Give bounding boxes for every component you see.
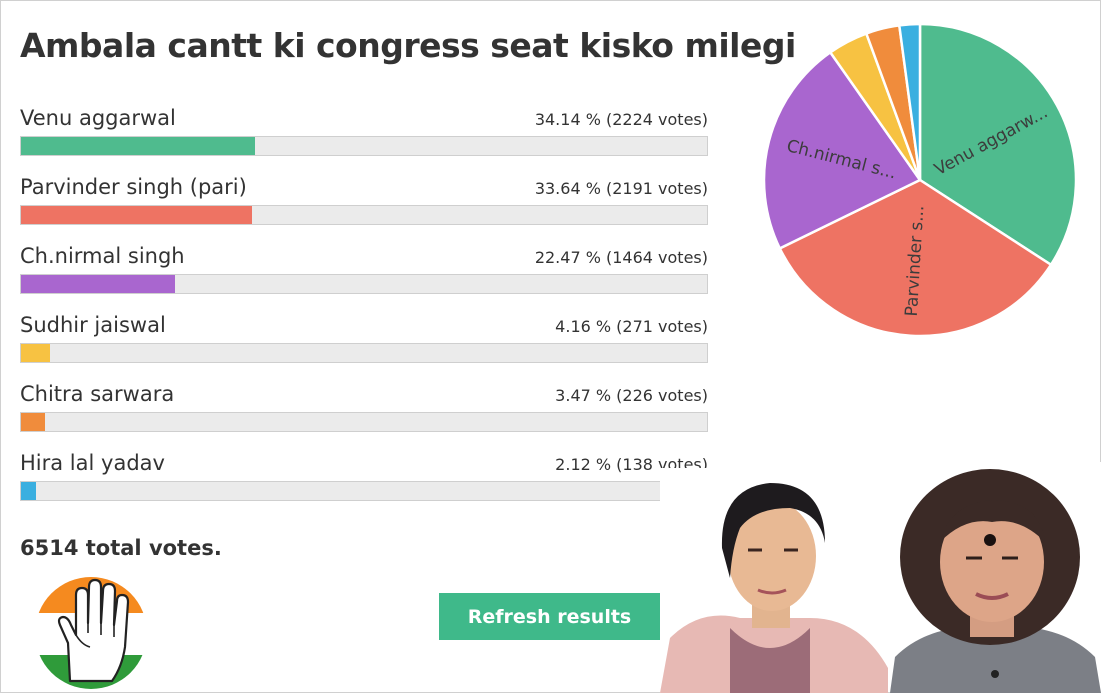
poll-option-row: Chitra sarwara 3.47 % (226 votes) [20,382,708,434]
option-bar-track [20,343,708,363]
option-label: Venu aggarwal [20,106,176,130]
option-bar-fill [21,413,45,431]
poll-option-row: Hira lal yadav 2.12 % (138 votes) [20,451,708,503]
poll-option-row: Ch.nirmal singh 22.47 % (1464 votes) [20,244,708,296]
poll-option-row: Parvinder singh (pari) 33.64 % (2191 vote… [20,175,708,227]
results-pie-chart: Venu aggarw...Parvinder s...Ch.nirmal s.… [762,22,1078,338]
pie-slice [897,22,922,181]
option-stat: 33.64 % (2191 votes) [534,179,708,198]
option-bar-fill [21,137,255,155]
refresh-results-button[interactable]: Refresh results [439,593,660,640]
poll-option-row: Sudhir jaiswal 4.16 % (271 votes) [20,313,708,365]
option-label: Hira lal yadav [20,451,165,475]
option-bar-track [20,136,708,156]
option-bar-track [20,412,708,432]
option-bar-track [20,205,708,225]
option-bar-fill [21,344,50,362]
poll-title: Ambala cantt ki congress seat kisko mile… [20,26,796,65]
option-label: Parvinder singh (pari) [20,175,247,199]
option-bar-track [20,274,708,294]
option-bar-fill [21,482,36,500]
option-stat: 4.16 % (271 votes) [555,317,708,336]
pie-slice [762,50,922,251]
portrait-woman-right [890,462,1101,693]
option-stat: 34.14 % (2224 votes) [534,110,708,129]
option-bar-fill [21,206,252,224]
option-label: Chitra sarwara [20,382,175,406]
option-bar-fill [21,275,175,293]
total-votes: 6514 total votes. [20,536,222,560]
pie-slice [778,178,1053,338]
option-bar-track [20,481,708,501]
poll-option-row: Venu aggarwal 34.14 % (2224 votes) [20,106,708,158]
option-label: Ch.nirmal singh [20,244,185,268]
congress-hand-logo [35,577,147,689]
portrait-woman-left [660,468,888,693]
option-label: Sudhir jaiswal [20,313,166,337]
option-stat: 3.47 % (226 votes) [555,386,708,405]
option-stat: 22.47 % (1464 votes) [534,248,708,267]
